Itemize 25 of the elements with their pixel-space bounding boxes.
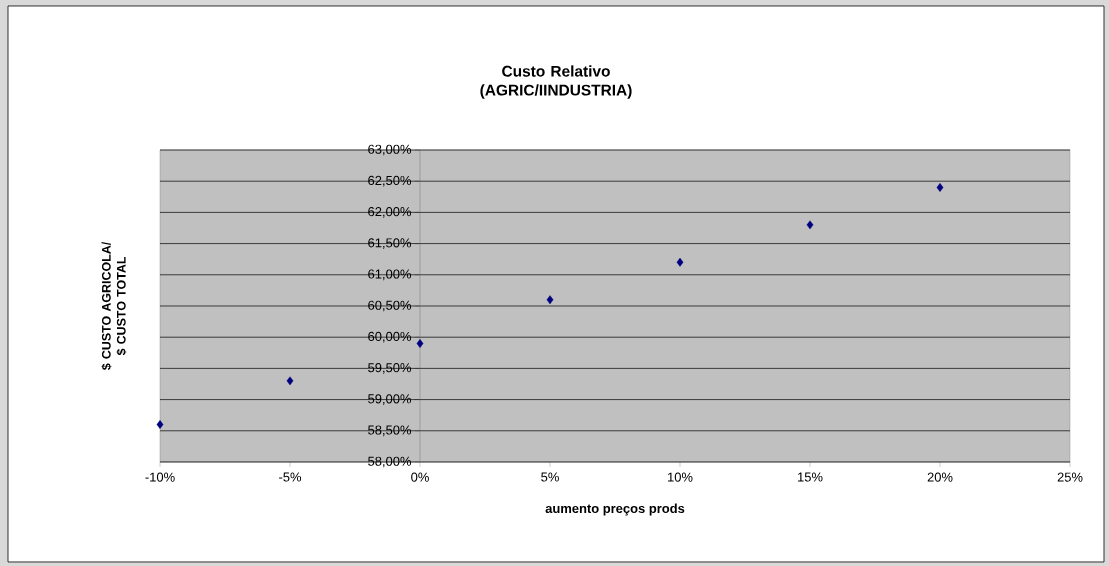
- point: [806, 220, 814, 230]
- y-tick-label: 60,50%: [368, 300, 412, 312]
- x-tick-label: 10%: [668, 472, 693, 482]
- x-tick-label: 15%: [798, 472, 823, 482]
- x-tick-label: 5%: [541, 472, 559, 482]
- x-tick-label: -5%: [279, 472, 302, 482]
- y-tick-label: 61,00%: [368, 269, 412, 281]
- y-tick-label: 60,00%: [368, 331, 412, 343]
- point: [286, 376, 294, 386]
- x-tick-label: 0%: [411, 472, 429, 482]
- x-tick-label: 25%: [1057, 472, 1083, 482]
- y-tick-label: 62,50%: [368, 175, 412, 187]
- y-tick-label: 58,00%: [368, 456, 412, 468]
- x-axis-title: aumento preços prods: [545, 503, 685, 516]
- y-tick-label: 58,50%: [368, 425, 412, 437]
- x-tick-label: -10%: [145, 472, 175, 482]
- point: [546, 295, 554, 305]
- y-axis-title: $ CUSTO AGRICOLA/ $ CUSTO TOTAL: [101, 241, 127, 371]
- point: [416, 339, 424, 348]
- point: [936, 183, 944, 192]
- x-tick-label: 20%: [927, 472, 953, 482]
- chart-title: Custo Relativo (AGRIC/IINDUSTRIA): [480, 65, 632, 99]
- point: [156, 420, 164, 429]
- point: [676, 257, 684, 267]
- y-tick-label: 63,00%: [368, 144, 412, 156]
